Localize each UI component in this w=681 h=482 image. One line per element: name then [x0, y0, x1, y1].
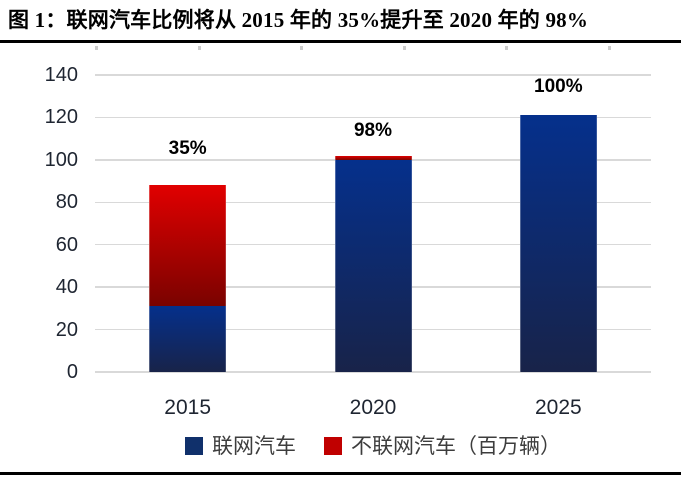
chart-legend: 联网汽车 不联网汽车（百万辆） — [95, 430, 651, 462]
figure-title: 图 1：联网汽车比例将从 2015 年的 35%提升至 2020 年的 98% — [8, 8, 589, 32]
table-border-tick-1 — [197, 46, 201, 50]
x-axis-label-2020: 2020 — [349, 396, 397, 419]
bar-2020-series-0 — [334, 159, 412, 372]
legend-label-1: 不联网汽车（百万辆） — [351, 434, 561, 458]
data-label-2025: 100% — [534, 76, 583, 98]
y-axis-tick-120: 120 — [44, 106, 78, 129]
x-axis-label-2025: 2025 — [534, 396, 582, 419]
plot-area — [95, 74, 651, 373]
gridline-y120 — [95, 116, 651, 119]
bar-2025-series-0 — [519, 115, 597, 372]
y-axis-tick-140: 140 — [44, 64, 78, 86]
data-label-2015: 35% — [168, 138, 207, 160]
bar-2015-series-1 — [149, 185, 227, 307]
y-axis-tick-100: 100 — [44, 148, 78, 171]
table-border-tick-4 — [505, 46, 508, 50]
data-label-2020: 98% — [353, 119, 393, 141]
y-axis-tick-60: 60 — [55, 233, 78, 256]
bar-2015-series-0 — [149, 306, 227, 372]
bar-2020-series-1 — [334, 155, 412, 160]
table-border-tick-0 — [95, 46, 98, 50]
y-axis-tick-80: 80 — [55, 191, 78, 214]
legend-swatch-icon-1 — [324, 437, 342, 455]
y-axis-tick-0: 0 — [66, 361, 78, 383]
table-border-tick-5 — [607, 46, 611, 50]
gridline-y0 — [95, 371, 651, 373]
table-border-tick-2 — [300, 46, 303, 50]
bottom-divider — [0, 472, 681, 475]
table-border-ticks — [0, 46, 681, 51]
legend-swatch-icon-0 — [185, 437, 203, 455]
legend-item-0: 联网汽车 — [185, 433, 296, 459]
legend-label-0: 联网汽车 — [212, 434, 296, 458]
gridline-y140 — [95, 74, 651, 76]
table-border-tick-3 — [402, 46, 406, 50]
title-divider — [0, 40, 681, 43]
x-axis-label-2015: 2015 — [164, 396, 212, 419]
legend-item-1: 不联网汽车（百万辆） — [324, 433, 561, 459]
y-axis-tick-40: 40 — [55, 276, 78, 299]
y-axis-tick-20: 20 — [55, 318, 78, 341]
